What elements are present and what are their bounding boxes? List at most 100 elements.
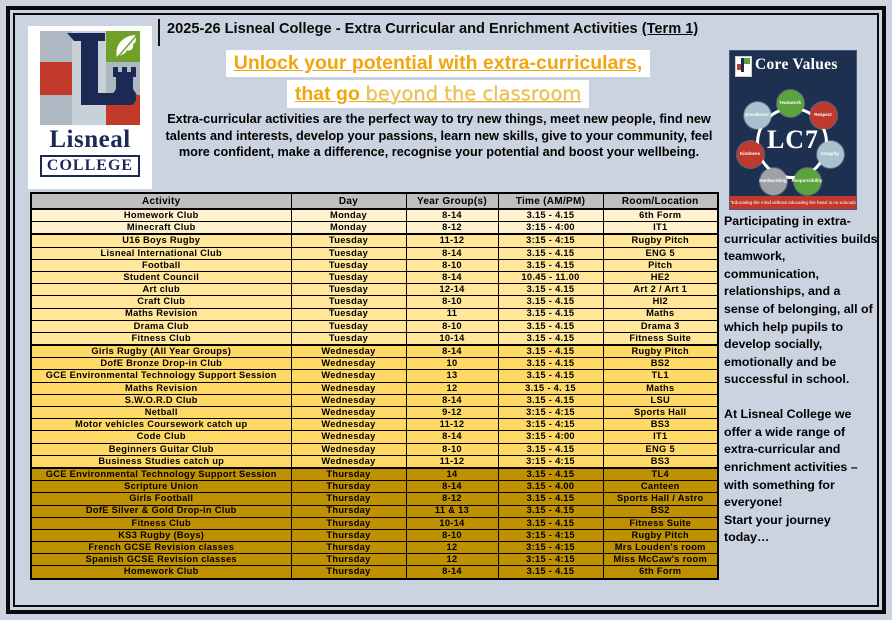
- cell-room: Sports Hall: [602, 405, 719, 420]
- cell-day: Tuesday: [290, 307, 407, 321]
- cell-time: 3.15 - 4. 15: [497, 381, 604, 395]
- cell-time: 3:15 - 4:15: [497, 541, 604, 555]
- cell-room: Rugby Pitch: [602, 233, 719, 248]
- core-values-mini-logo-icon: [735, 56, 752, 77]
- cell-year_groups: 10-14: [405, 516, 499, 530]
- cell-room: IT1: [602, 430, 719, 444]
- cell-day: Wednesday: [290, 369, 407, 383]
- cell-year_groups: 8-10: [405, 295, 499, 309]
- cell-time: 3.15 - 4.00: [497, 480, 604, 494]
- cell-year_groups: 11: [405, 307, 499, 321]
- sidebar-paragraph-1: Participating in extra-curricular activi…: [724, 214, 878, 387]
- cell-room: BS2: [602, 357, 719, 371]
- title-divider: [158, 19, 160, 46]
- cell-time: 3.15 - 4.15: [497, 319, 604, 333]
- activities-table: Activity Day Year Group(s) Time (AM/PM) Room…: [30, 192, 719, 580]
- cell-time: 3.15 - 4.15: [497, 492, 604, 506]
- cell-time: 3.15 - 4.15: [497, 369, 604, 383]
- cell-room: HE2: [602, 270, 719, 285]
- table-row: Beginners Guitar Club Wednesday 8-10 3.15 -…: [30, 442, 719, 456]
- cell-time: 3.15 - 4.15: [497, 344, 604, 359]
- cell-day: Wednesday: [290, 454, 407, 469]
- cell-time: 3:15 - 4:15: [497, 553, 604, 567]
- cell-time: 3.15 - 4.15: [497, 504, 604, 518]
- table-row: GCE Environmental Technology Support Ses…: [30, 369, 719, 383]
- cell-activity: Lisneal International Club: [30, 246, 292, 260]
- table-row: DofE Silver & Gold Drop-in Club Thursday 1…: [30, 504, 719, 518]
- table-row: Maths Revision Wednesday 12 3.15 - 4. 15 Mat…: [30, 381, 719, 395]
- cell-activity: Homework Club: [30, 565, 292, 580]
- cell-room: IT1: [602, 221, 719, 236]
- cell-activity: U16 Boys Rugby: [30, 233, 292, 248]
- table-header-row: Activity Day Year Group(s) Time (AM/PM) Room…: [30, 192, 719, 210]
- cell-day: Thursday: [290, 541, 407, 555]
- cell-time: 3:15 - 4:00: [497, 221, 604, 236]
- headline-line-2: that go beyond the classroom: [286, 80, 590, 108]
- cell-activity: Maths Revision: [30, 307, 292, 321]
- cell-time: 3:15 - 4:15: [497, 418, 604, 432]
- cell-day: Tuesday: [290, 295, 407, 309]
- column-header: Activity: [30, 192, 292, 210]
- table-row: KS3 Rugby (Boys) Thursday 8-10 3:15 - 4:15 R…: [30, 528, 719, 543]
- cell-day: Thursday: [290, 504, 407, 518]
- page-title-main: 2025-26 Lisneal College - Extra Curricul…: [167, 21, 642, 37]
- cell-day: Thursday: [290, 516, 407, 530]
- cell-year_groups: 10-14: [405, 331, 499, 347]
- cell-room: 6th Form: [602, 565, 719, 580]
- cell-activity: Craft Club: [30, 295, 292, 309]
- headline: Unlock your potential with extra-curricu…: [158, 50, 718, 108]
- cell-day: Thursday: [290, 467, 407, 482]
- cell-year_groups: 8-14: [405, 565, 499, 580]
- cell-year_groups: 8-10: [405, 442, 499, 456]
- cell-room: Pitch: [602, 258, 719, 272]
- core-value-circle-hardworking: Hardworking: [759, 167, 787, 195]
- cell-room: BS3: [602, 418, 719, 432]
- cell-activity: Motor vehicles Coursework catch up: [30, 418, 292, 432]
- cell-activity: French GCSE Revision classes: [30, 541, 292, 555]
- core-values-title: Core Values: [755, 56, 838, 73]
- headline-line-1: Unlock your potential with extra-curricu…: [225, 50, 651, 77]
- cell-year_groups: 11 & 13: [405, 504, 499, 518]
- school-college-label: COLLEGE: [39, 155, 141, 177]
- cell-room: ENG 5: [602, 442, 719, 456]
- cell-room: Canteen: [602, 480, 719, 494]
- table-row: Lisneal International Club Tuesday 8-14 3.1…: [30, 246, 719, 260]
- cell-time: 3.15 - 4.15: [497, 467, 604, 482]
- cell-year_groups: 10: [405, 357, 499, 371]
- cell-day: Tuesday: [290, 246, 407, 260]
- table-row: Student Council Tuesday 8-14 10.45 - 11.00 H…: [30, 270, 719, 285]
- page-title-term: (Term 1): [641, 21, 699, 37]
- cell-activity: DofE Bronze Drop-in Club: [30, 357, 292, 371]
- cell-room: Drama 3: [602, 319, 719, 333]
- cell-room: Miss McCaw's room: [602, 553, 719, 567]
- cell-time: 3.15 - 4.15: [497, 307, 604, 321]
- cell-activity: Football: [30, 258, 292, 272]
- cell-activity: Fitness Club: [30, 331, 292, 347]
- cell-day: Wednesday: [290, 357, 407, 371]
- table-row: Motor vehicles Coursework catch up Wednes…: [30, 418, 719, 432]
- cell-activity: Beginners Guitar Club: [30, 442, 292, 456]
- cell-room: TL4: [602, 467, 719, 482]
- cell-day: Thursday: [290, 480, 407, 494]
- cell-room: Sports Hall / Astro: [602, 492, 719, 506]
- cell-day: Tuesday: [290, 258, 407, 272]
- cell-year_groups: 8-10: [405, 319, 499, 333]
- cell-time: 3.15 - 4.15: [497, 565, 604, 580]
- table-row: Netball Wednesday 9-12 3:15 - 4:15 Sports Ha…: [30, 405, 719, 420]
- cell-day: Tuesday: [290, 270, 407, 285]
- cell-year_groups: 13: [405, 369, 499, 383]
- cell-room: LSU: [602, 393, 719, 408]
- table-row: DofE Bronze Drop-in Club Wednesday 10 3.15 …: [30, 357, 719, 371]
- cell-year_groups: 12: [405, 553, 499, 567]
- cell-year_groups: 14: [405, 467, 499, 482]
- cell-activity: Minecraft Club: [30, 221, 292, 236]
- headline-line-2-light: beyond the classroom: [365, 82, 582, 105]
- table-row: S.W.O.R.D Club Wednesday 8-14 3.15 - 4.15 LS…: [30, 393, 719, 408]
- cell-activity: Maths Revision: [30, 381, 292, 395]
- cell-time: 3.15 - 4.15: [497, 442, 604, 456]
- cell-day: Wednesday: [290, 344, 407, 359]
- cell-time: 3.15 - 4.15: [497, 208, 604, 223]
- cell-year_groups: 12: [405, 381, 499, 395]
- cell-room: Mrs Louden's room: [602, 541, 719, 555]
